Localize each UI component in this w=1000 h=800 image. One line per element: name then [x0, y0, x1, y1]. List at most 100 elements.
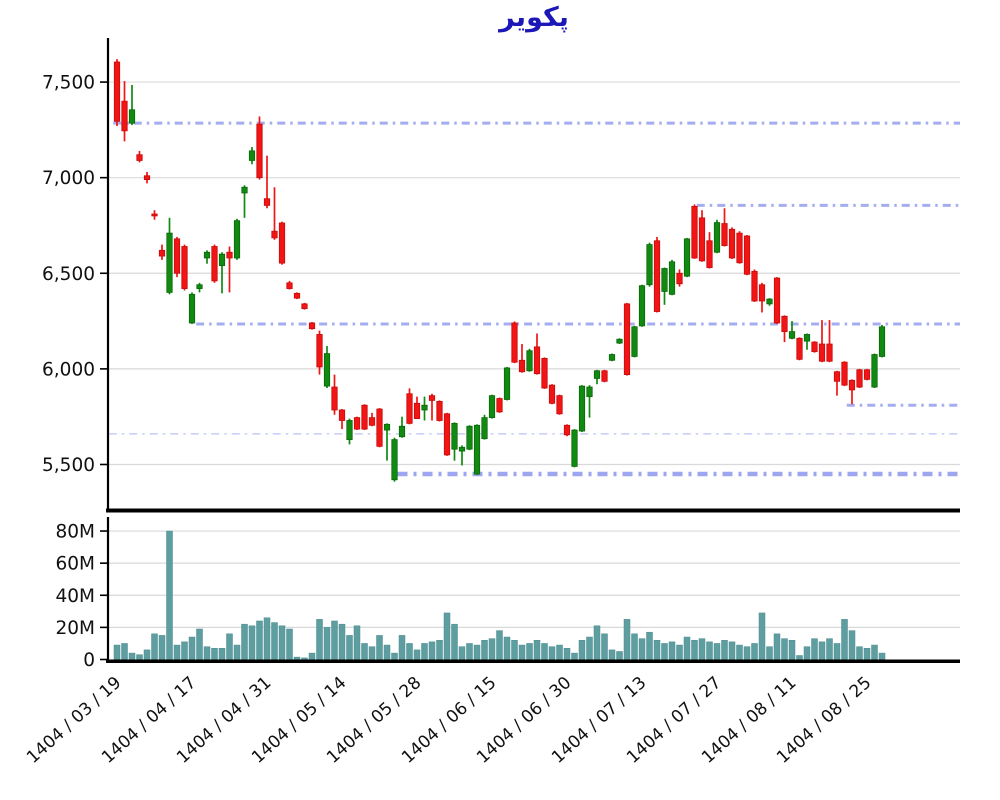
- candle-body: [421, 404, 428, 411]
- candle-body: [166, 232, 173, 293]
- candle-body: [518, 359, 526, 373]
- candle: [241, 185, 248, 218]
- candle: [368, 412, 376, 427]
- levels-layer: [108, 121, 960, 477]
- volume-bar: [631, 633, 638, 660]
- candle-body: [113, 61, 121, 122]
- volume-bar: [526, 643, 533, 660]
- candle-body: [766, 298, 773, 305]
- candle-body: [211, 246, 218, 282]
- volume-y-tick-label: 40M: [55, 586, 95, 607]
- candle-body: [436, 400, 443, 421]
- candle: [706, 232, 713, 269]
- candle-body: [443, 413, 451, 456]
- volume-bar: [361, 643, 368, 660]
- volume-bar: [263, 617, 271, 660]
- candle-body: [203, 251, 211, 259]
- price-y-tick-label: 7,500: [42, 73, 95, 94]
- price-y-tick-label: 7,000: [42, 168, 95, 189]
- volume-bar: [518, 644, 526, 660]
- volume-bar: [788, 639, 796, 660]
- candle: [728, 227, 736, 259]
- candle: [773, 277, 781, 324]
- axes-layer: [100, 38, 960, 664]
- candle: [758, 282, 766, 313]
- candle-body: [526, 350, 533, 372]
- candle-body: [653, 240, 661, 312]
- candle: [361, 404, 368, 431]
- candle-body: [496, 398, 503, 413]
- candle: [661, 267, 668, 305]
- volume-bar: [158, 635, 166, 660]
- volume-bar: [301, 657, 308, 660]
- candle-body: [466, 425, 473, 450]
- candle: [526, 348, 533, 372]
- candle-body: [578, 385, 586, 432]
- candle: [413, 396, 421, 419]
- candle-body: [488, 395, 496, 419]
- volume-bar: [593, 625, 601, 660]
- candle: [331, 374, 338, 415]
- candle: [856, 368, 863, 388]
- volume-bar: [676, 644, 683, 660]
- volume-bar: [428, 641, 436, 660]
- candle: [256, 116, 263, 180]
- candle-body: [226, 251, 233, 259]
- candle: [211, 244, 218, 283]
- candle-body: [571, 429, 578, 467]
- volume-bar: [661, 643, 668, 660]
- volume-bar: [331, 620, 338, 660]
- volume-bar: [496, 630, 503, 660]
- candle-body: [398, 425, 406, 438]
- candle-body: [556, 395, 563, 415]
- volume-bar: [638, 638, 646, 660]
- candle-body: [428, 395, 436, 401]
- candle-body: [256, 123, 263, 179]
- volume-bar: [226, 633, 233, 660]
- candle-body: [773, 277, 781, 324]
- candle-body: [121, 100, 128, 132]
- volume-bar: [766, 646, 773, 660]
- candle-body: [533, 346, 541, 375]
- volume-bar: [256, 620, 263, 660]
- volume-bar: [563, 648, 571, 660]
- candle: [218, 252, 226, 294]
- volume-bar: [136, 654, 143, 660]
- candle: [271, 187, 278, 240]
- volume-bar: [188, 636, 196, 660]
- volume-bar: [151, 633, 158, 660]
- candle-body: [338, 409, 346, 421]
- candle: [788, 321, 796, 340]
- candle: [578, 385, 586, 432]
- candle: [571, 429, 578, 468]
- candle-body: [263, 198, 271, 206]
- candle: [436, 400, 443, 422]
- volume-bar: [826, 638, 833, 660]
- candle: [428, 393, 436, 421]
- candle: [721, 208, 728, 247]
- candle: [451, 422, 458, 461]
- volume-bar: [841, 619, 848, 660]
- price-y-tick-label: 6,000: [42, 359, 95, 380]
- volume-bar: [271, 622, 278, 660]
- candle: [181, 244, 188, 291]
- volume-bar: [203, 646, 211, 660]
- candle: [878, 324, 886, 358]
- candle: [121, 81, 128, 142]
- candle-body: [698, 217, 706, 262]
- volume-bar: [728, 641, 736, 660]
- volume-bar: [316, 619, 323, 660]
- volume-bar: [218, 648, 226, 660]
- candle: [668, 259, 676, 296]
- volume-bar: [713, 643, 721, 660]
- volume-bar: [848, 630, 856, 660]
- candle-body: [353, 417, 361, 430]
- candle-body: [721, 223, 728, 246]
- volume-bar: [616, 651, 623, 660]
- candle-body: [623, 303, 631, 376]
- volume-bar: [856, 646, 863, 660]
- candle-body: [391, 439, 398, 481]
- candle: [158, 244, 166, 260]
- volume-bar: [248, 625, 256, 660]
